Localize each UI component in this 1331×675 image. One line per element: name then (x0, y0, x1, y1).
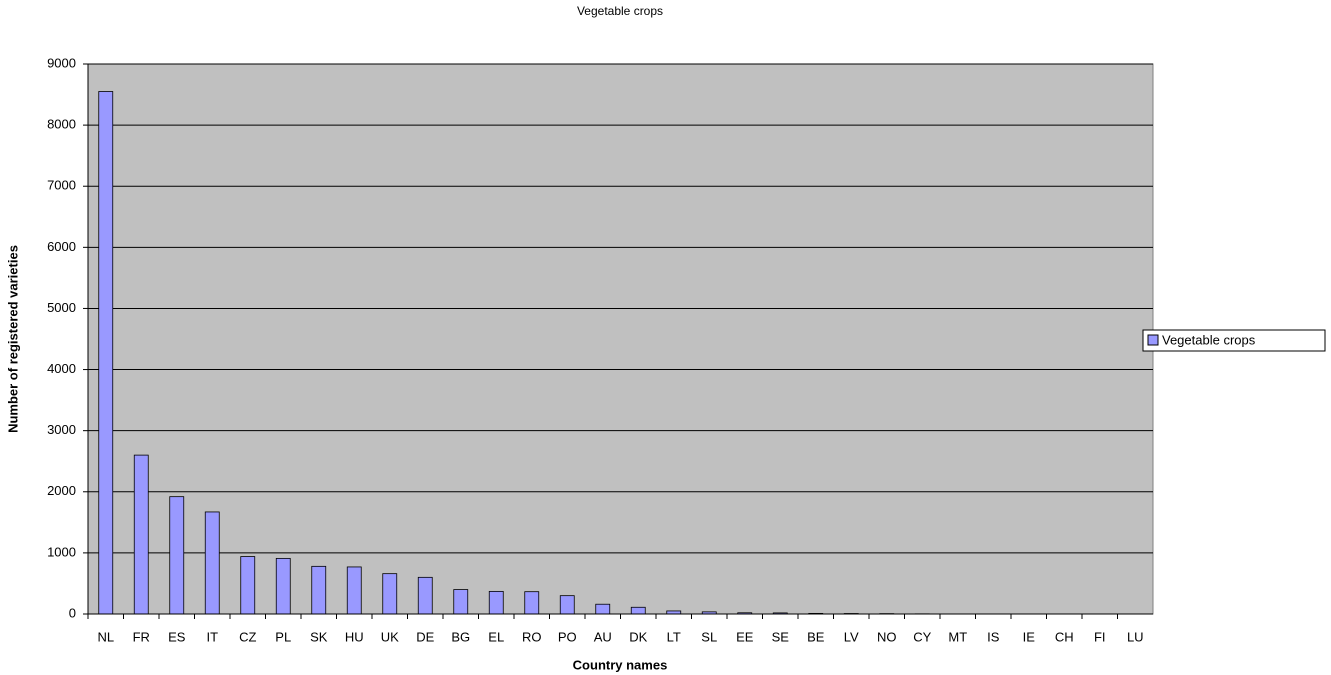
x-tick-label: RO (522, 629, 542, 644)
x-tick-label: EL (488, 629, 504, 644)
y-tick-label: 3000 (47, 422, 76, 437)
x-tick-label: LV (844, 629, 859, 644)
x-tick-label: CZ (239, 629, 256, 644)
bar (559, 595, 575, 615)
bar (417, 576, 433, 615)
x-tick-label: BG (451, 629, 470, 644)
x-tick-label: PL (275, 629, 291, 644)
y-tick-label: 9000 (47, 55, 76, 70)
y-tick-label: 2000 (47, 483, 76, 498)
x-tick-label: NO (877, 629, 897, 644)
x-tick-label: SK (310, 629, 328, 644)
x-tick-label: PO (558, 629, 577, 644)
x-tick-label: DE (416, 629, 434, 644)
x-tick-label: DK (629, 629, 647, 644)
bar (382, 573, 398, 615)
bar (204, 511, 220, 615)
bar (275, 557, 291, 615)
legend-swatch (1147, 334, 1159, 346)
bar (169, 496, 185, 615)
legend-label: Vegetable crops (1162, 332, 1256, 347)
y-axis-label: Number of registered varieties (5, 245, 20, 433)
bar (630, 606, 646, 615)
x-tick-label: IT (206, 629, 218, 644)
bar (133, 454, 149, 615)
legend (1142, 329, 1326, 352)
x-tick-label: BE (807, 629, 825, 644)
chart-title: Vegetable crops (577, 4, 663, 18)
bar (488, 590, 504, 615)
x-tick-label: LT (667, 629, 681, 644)
bar (240, 556, 256, 615)
bar (595, 603, 611, 615)
x-tick-label: HU (345, 629, 364, 644)
x-tick-label: SL (701, 629, 717, 644)
bar (346, 566, 362, 615)
x-tick-label: AU (594, 629, 612, 644)
x-tick-label: UK (381, 629, 399, 644)
y-tick-label: 7000 (47, 178, 76, 193)
y-tick-label: 0 (69, 605, 76, 620)
x-tick-label: IE (1023, 629, 1036, 644)
y-tick-label: 5000 (47, 300, 76, 315)
bar (524, 591, 540, 615)
x-tick-label: EE (736, 629, 754, 644)
x-tick-label: SE (772, 629, 790, 644)
x-tick-label: CY (913, 629, 931, 644)
y-tick-label: 4000 (47, 361, 76, 376)
bar (453, 589, 469, 615)
y-tick-label: 1000 (47, 544, 76, 559)
x-tick-label: LU (1127, 629, 1144, 644)
x-tick-label: ES (168, 629, 186, 644)
x-axis-label: Country names (573, 657, 668, 672)
legend-box (1142, 329, 1326, 352)
y-tick-label: 8000 (47, 117, 76, 132)
x-tick-label: IS (987, 629, 1000, 644)
x-tick-label: FR (133, 629, 150, 644)
plot-area (87, 63, 1154, 615)
x-tick-label: FI (1094, 629, 1106, 644)
y-tick-label: 6000 (47, 239, 76, 254)
bar (98, 91, 114, 615)
x-tick-label: CH (1055, 629, 1074, 644)
x-tick-label: MT (948, 629, 967, 644)
bar (311, 565, 327, 615)
x-tick-label: NL (97, 629, 114, 644)
